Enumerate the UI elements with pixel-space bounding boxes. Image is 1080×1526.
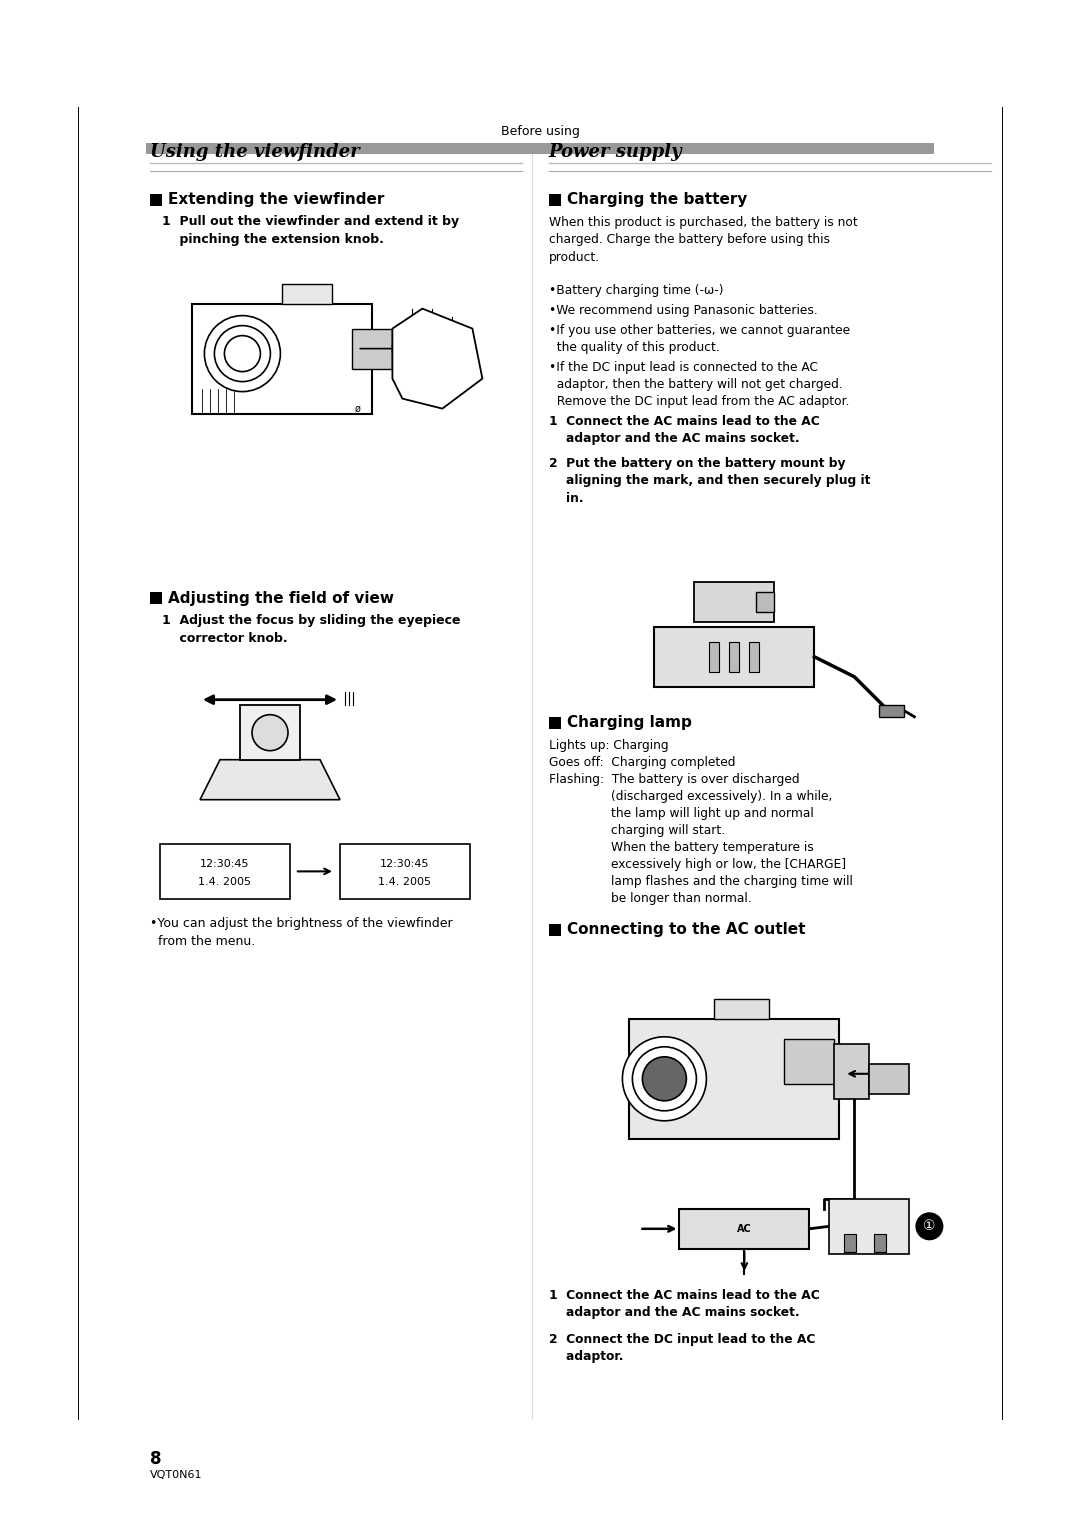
Bar: [240, 705, 300, 760]
Text: Adjusting the field of view: Adjusting the field of view: [167, 591, 394, 606]
Text: ø: ø: [354, 403, 361, 414]
Bar: [340, 844, 470, 899]
Text: Using the viewfinder: Using the viewfinder: [150, 143, 360, 162]
Bar: [549, 923, 561, 935]
Text: Power supply: Power supply: [549, 143, 683, 162]
Bar: [549, 194, 561, 206]
Text: VQT0N61: VQT0N61: [150, 1470, 202, 1480]
Text: •Battery charging time (-ω-): •Battery charging time (-ω-): [549, 284, 724, 296]
Bar: [845, 1235, 856, 1251]
Bar: [160, 844, 289, 899]
Text: 1  Connect the AC mains lead to the AC
    adaptor and the AC mains socket.: 1 Connect the AC mains lead to the AC ad…: [549, 1289, 820, 1320]
Bar: [729, 642, 740, 671]
Circle shape: [916, 1212, 944, 1241]
Bar: [654, 627, 814, 687]
Circle shape: [643, 1058, 687, 1100]
Text: •If the DC input lead is connected to the AC
  adaptor, then the battery will no: •If the DC input lead is connected to th…: [549, 360, 849, 407]
Bar: [750, 642, 759, 671]
Text: 1.4. 2005: 1.4. 2005: [199, 877, 252, 887]
Text: 8: 8: [150, 1450, 161, 1468]
Circle shape: [215, 325, 270, 382]
Text: 1.4. 2005: 1.4. 2005: [378, 877, 431, 887]
Text: When this product is purchased, the battery is not
charged. Charge the battery b: When this product is purchased, the batt…: [549, 215, 858, 264]
Bar: [756, 592, 774, 612]
Bar: [146, 143, 934, 154]
Bar: [869, 1064, 909, 1094]
Polygon shape: [200, 760, 340, 800]
Circle shape: [622, 1036, 706, 1120]
Text: 1  Adjust the focus by sliding the eyepiece
    corrector knob.: 1 Adjust the focus by sliding the eyepie…: [162, 613, 460, 645]
Bar: [282, 284, 333, 304]
Bar: [694, 581, 774, 621]
Text: Charging lamp: Charging lamp: [567, 716, 691, 731]
Text: 12:30:45: 12:30:45: [200, 859, 249, 868]
Text: •If you use other batteries, we cannot guarantee
  the quality of this product.: •If you use other batteries, we cannot g…: [549, 324, 850, 354]
Text: •We recommend using Panasonic batteries.: •We recommend using Panasonic batteries.: [549, 304, 818, 317]
Bar: [150, 592, 162, 604]
Bar: [875, 1235, 887, 1251]
Bar: [192, 304, 373, 414]
Text: 1  Pull out the viewfinder and extend it by
    pinching the extension knob.: 1 Pull out the viewfinder and extend it …: [162, 215, 459, 246]
Bar: [549, 717, 561, 729]
Text: •You can adjust the brightness of the viewfinder
  from the menu.: •You can adjust the brightness of the vi…: [150, 917, 453, 948]
Bar: [630, 1019, 839, 1138]
Bar: [879, 705, 904, 717]
Text: Charging the battery: Charging the battery: [567, 192, 747, 208]
Bar: [714, 1000, 769, 1019]
Text: 1  Connect the AC mains lead to the AC
    adaptor and the AC mains socket.: 1 Connect the AC mains lead to the AC ad…: [549, 415, 820, 446]
Text: Extending the viewfinder: Extending the viewfinder: [167, 192, 384, 208]
Circle shape: [204, 316, 281, 392]
Bar: [710, 642, 719, 671]
Bar: [352, 328, 392, 369]
Text: 12:30:45: 12:30:45: [380, 859, 430, 868]
Bar: [679, 1209, 809, 1248]
Circle shape: [252, 714, 288, 751]
Circle shape: [633, 1047, 697, 1111]
Text: ①: ①: [923, 1219, 935, 1233]
Bar: [150, 194, 162, 206]
Text: 2  Put the battery on the battery mount by
    aligning the mark, and then secur: 2 Put the battery on the battery mount b…: [549, 456, 870, 505]
Text: AC: AC: [737, 1224, 752, 1235]
Text: Lights up: Charging
Goes off:  Charging completed
Flashing:  The battery is over: Lights up: Charging Goes off: Charging c…: [549, 739, 852, 905]
Text: Connecting to the AC outlet: Connecting to the AC outlet: [567, 922, 806, 937]
Text: Before using: Before using: [500, 125, 580, 139]
Bar: [784, 1039, 835, 1083]
Circle shape: [225, 336, 260, 372]
Bar: [829, 1199, 909, 1254]
Bar: [835, 1044, 869, 1099]
Text: 2  Connect the DC input lead to the AC
    adaptor.: 2 Connect the DC input lead to the AC ad…: [549, 1332, 815, 1363]
Polygon shape: [392, 308, 483, 409]
